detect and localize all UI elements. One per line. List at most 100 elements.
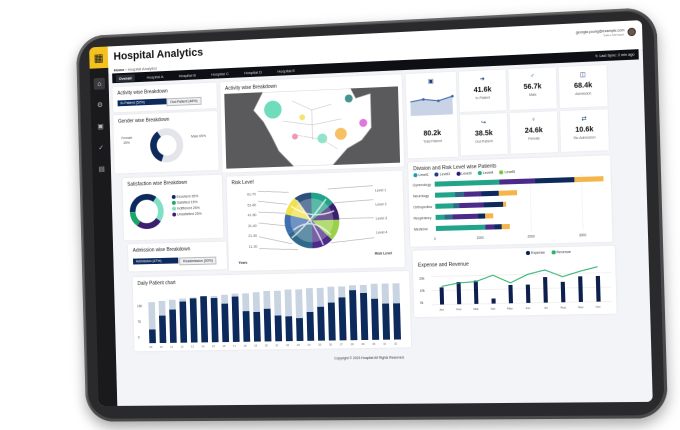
breadcrumb-separator: › [125, 66, 127, 72]
svg-text:17: 17 [233, 344, 237, 348]
svg-text:Jun: Jun [525, 306, 530, 310]
risk-chord-diagram[interactable] [258, 184, 377, 259]
svg-text:3000: 3000 [579, 233, 587, 237]
svg-text:29: 29 [361, 342, 365, 346]
map-bubble [334, 127, 347, 140]
daily-patient-y-ticks: 150 75 0 [137, 304, 143, 340]
card-title: Activity wise Breakdown [225, 83, 277, 92]
svg-text:18: 18 [244, 344, 248, 348]
main-area: Hospital Analytics georgia.young@example… [107, 20, 653, 406]
region-map[interactable] [224, 86, 401, 169]
svg-text:28: 28 [351, 342, 355, 346]
svg-text:Apr: Apr [491, 307, 496, 311]
svg-text:Orthopedics: Orthopedics [413, 205, 432, 210]
kpi-female[interactable]: ♀ 24.6k Female [509, 111, 559, 154]
svg-text:16: 16 [222, 344, 226, 348]
dashboard-grid: Activity wise Breakdown In-Patient (52%)… [109, 59, 653, 406]
out-patient-pill[interactable]: Out-Patient (48%) [166, 96, 202, 107]
svg-text:32: 32 [394, 341, 398, 345]
map-card: Activity wise Breakdown [220, 74, 405, 173]
tab-overall[interactable]: Overall [115, 73, 135, 82]
in-patient-pill[interactable]: In-Patient (52%) [117, 98, 167, 107]
svg-text:Jan: Jan [439, 307, 444, 311]
female-label: Female [528, 136, 540, 141]
svg-text:20: 20 [265, 343, 269, 347]
last-sync-text: Last Sync: 2 min ago [599, 52, 635, 59]
out-patient-value: 38.5k [474, 130, 493, 138]
check-circle-icon[interactable]: ✓ [98, 144, 104, 152]
tab-hospital-a[interactable]: Hospital A [146, 73, 164, 80]
svg-text:Feb: Feb [456, 307, 462, 311]
kpi-out-patient[interactable]: ↪ 38.5k Out-Patient [459, 113, 508, 156]
card-title: Risk Level [231, 179, 254, 187]
kpi-in-patient[interactable]: ➜ 41.6k In-Patient [458, 69, 507, 113]
risk-level-card: Risk Level 61-70 51-60 41-50 31-40 21-30… [226, 170, 405, 272]
readmission-pill[interactable]: Readmission (53%) [179, 256, 217, 266]
age-group-labels: 61-70 51-60 41-50 31-40 21-30 11-20 [247, 192, 258, 249]
svg-text:14: 14 [201, 344, 205, 348]
daily-patient-card: Daily Patient chart 150 75 0 [132, 270, 412, 352]
expense-revenue-legend: Expense Revenue [525, 250, 571, 256]
avatar[interactable] [627, 27, 637, 37]
tablet-device: ▦ ⌂ ⚙ ▣ ✓ ▤ Hospital Analytics georgia.y… [75, 6, 668, 422]
kpi-male[interactable]: ♂ 56.7k Male [508, 67, 557, 111]
tab-hospital-d[interactable]: Hospital D [244, 69, 262, 75]
breadcrumb-home[interactable]: Home [113, 67, 125, 73]
svg-text:2000: 2000 [527, 234, 535, 238]
total-patient-value: 80.2k [423, 129, 442, 138]
svg-text:May: May [507, 306, 513, 310]
division-risk-bar-chart[interactable]: Gynecology Neurology Orthopedics Respirator… [413, 174, 609, 245]
svg-text:21: 21 [275, 343, 279, 347]
expense-revenue-chart[interactable]: Jan Feb Mar Apr May Jun Jul Aug Sep Oct [431, 264, 612, 312]
activity-breakdown-card: Activity wise Breakdown In-Patient (52%)… [112, 82, 217, 113]
in-patient-value: 41.6k [473, 86, 492, 95]
out-patient-label: Out-Patient [475, 139, 493, 144]
admission-icon: ◫ [579, 72, 586, 79]
svg-text:31: 31 [383, 342, 387, 346]
exit-icon: ↪ [480, 120, 487, 127]
svg-text:Aug: Aug [560, 305, 566, 309]
svg-text:19: 19 [254, 344, 258, 348]
dashboard-screen: ▦ ⌂ ⚙ ▣ ✓ ▤ Hospital Analytics georgia.y… [89, 20, 653, 407]
apps-grid-icon[interactable]: ▦ [89, 46, 109, 69]
daily-patient-chart[interactable]: 09 10 11 12 13 14 15 16 17 18 19 20 21 22 23 24 25 26 27 28… [146, 283, 407, 349]
risk-level-labels: Level 1 Level 2 Level 3 Level 4 [374, 188, 388, 235]
svg-text:Mar: Mar [473, 307, 478, 311]
tab-hospital-e[interactable]: Hospital E [277, 67, 296, 74]
svg-text:09: 09 [149, 345, 152, 349]
home-icon[interactable]: ⌂ [93, 77, 106, 90]
division-risk-card: Division and Risk Level wise Patients Le… [408, 155, 613, 247]
female-label: Female [121, 135, 133, 141]
svg-text:Respiratory: Respiratory [414, 216, 432, 221]
last-sync[interactable]: ↻ Last Sync: 2 min ago [595, 52, 634, 58]
readmission-icon: ⇄ [581, 116, 587, 123]
admission-pill[interactable]: Admission (47%) [133, 257, 179, 265]
female-icon: ♀ [531, 117, 536, 124]
card-title: Gender wise Breakdown [118, 116, 170, 125]
kpi-readmission[interactable]: ⇄ 10.6k Re-Admission [559, 109, 609, 152]
map-bubble [345, 94, 354, 103]
calendar-icon[interactable]: ▤ [98, 166, 105, 174]
card-title: Activity wise Breakdown [117, 88, 168, 97]
svg-text:Gynecology: Gynecology [413, 183, 432, 188]
kpi-admission[interactable]: ◫ 68.4k Admission [558, 65, 608, 109]
settings-icon[interactable]: ⚙ [96, 102, 103, 110]
legend-unsatisfied: Unsatisfied 25% [172, 211, 202, 218]
risk-level-caption: Risk Level [374, 251, 393, 256]
tab-hospital-b[interactable]: Hospital B [178, 72, 196, 78]
svg-text:11: 11 [170, 345, 173, 349]
svg-text:13: 13 [191, 344, 195, 348]
tab-hospital-c[interactable]: Hospital C [211, 70, 229, 77]
card-title: Admission wise Breakdown [132, 246, 191, 254]
svg-text:15: 15 [212, 344, 216, 348]
user-menu[interactable]: georgia.young@example.com Sales Manager [576, 27, 637, 39]
years-caption: Years [238, 260, 248, 265]
kpi-total-patient[interactable]: ▣ 80.2k Total Patient [405, 71, 459, 159]
svg-text:10: 10 [160, 345, 163, 349]
card-title: Daily Patient chart [137, 280, 176, 287]
male-label: Male 65% [191, 134, 206, 139]
admission-breakdown-card: Admission wise Breakdown Admission (47%)… [127, 241, 228, 272]
screen-icon[interactable]: ▣ [97, 123, 104, 131]
svg-text:24: 24 [307, 343, 311, 347]
